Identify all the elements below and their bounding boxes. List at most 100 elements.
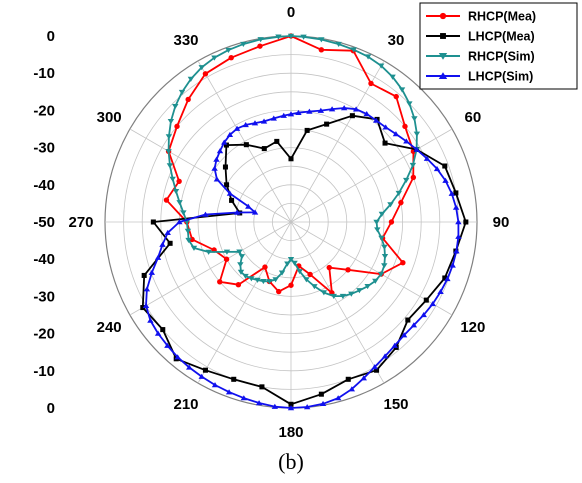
data-point (275, 34, 282, 40)
data-point (368, 80, 374, 87)
data-point (242, 121, 249, 128)
data-point (373, 219, 380, 225)
data-point (169, 176, 176, 182)
grid-spoke (290, 128, 453, 223)
data-point (205, 249, 212, 255)
data-point (266, 279, 273, 285)
data-point (410, 322, 418, 328)
legend-marker (438, 72, 448, 79)
data-point (364, 54, 372, 60)
data-point (164, 229, 171, 236)
data-point (262, 264, 268, 270)
data-point (288, 156, 294, 162)
data-point (363, 110, 370, 117)
data-point (402, 123, 408, 130)
data-point (202, 71, 209, 77)
data-point (317, 107, 325, 113)
data-point (348, 386, 356, 392)
data-point (280, 112, 287, 118)
data-point (237, 269, 245, 275)
radial-tick-label: 0 (47, 400, 55, 417)
radial-tick-label: -20 (33, 102, 55, 119)
data-point (184, 228, 192, 234)
data-point (163, 197, 170, 203)
data-point (295, 109, 302, 115)
data-point (411, 116, 418, 122)
legend-label: LHCP(Sim) (468, 70, 533, 84)
data-point (141, 272, 147, 278)
data-point (320, 290, 328, 296)
data-point (400, 332, 408, 338)
data-point (211, 165, 218, 171)
data-point (237, 262, 244, 268)
data-point (255, 400, 263, 406)
legend-label: RHCP(Mea) (468, 10, 536, 24)
data-point (270, 115, 277, 121)
data-point (202, 367, 208, 373)
data-point (235, 281, 242, 288)
data-point (307, 271, 313, 278)
radial-tick-label: -30 (33, 140, 55, 157)
data-point (198, 373, 205, 379)
data-point (223, 256, 230, 262)
data-point (271, 403, 279, 409)
data-point (381, 263, 388, 269)
data-point (142, 302, 150, 308)
grid-spoke (197, 60, 292, 223)
radial-tick-label: -10 (33, 363, 55, 380)
data-point (211, 55, 218, 61)
data-point (413, 146, 420, 152)
series-rhcp-mea (163, 33, 417, 296)
data-point (410, 174, 417, 181)
data-point (405, 317, 411, 323)
data-point (176, 200, 183, 206)
data-point (371, 364, 378, 370)
angle-tick-label: 90 (493, 214, 510, 231)
data-point (202, 211, 209, 217)
data-point (423, 155, 431, 161)
data-point (176, 219, 183, 225)
legend-marker (440, 33, 446, 39)
data-point (251, 209, 259, 215)
data-point (231, 376, 237, 382)
data-point (236, 249, 243, 255)
legend-marker (438, 53, 448, 60)
data-point (303, 277, 310, 283)
data-point (393, 93, 399, 100)
data-point (154, 330, 162, 336)
data-point (318, 47, 325, 53)
data-point (372, 278, 379, 284)
data-point (324, 121, 330, 127)
angle-axis-labels: 0 30 60 90 120 150 180 210 240 270 300 330 (68, 4, 509, 441)
data-point (391, 342, 398, 348)
data-point (348, 291, 355, 297)
data-point (147, 317, 154, 323)
angle-tick-label: 240 (97, 319, 122, 336)
data-point (356, 288, 363, 294)
radial-tick-label: -20 (33, 326, 55, 343)
radial-tick-label: -40 (33, 251, 55, 268)
data-point (287, 33, 295, 39)
data-point (172, 188, 180, 195)
data-point (187, 76, 195, 82)
data-point (190, 245, 198, 251)
data-point (452, 204, 460, 210)
data-point (378, 235, 385, 241)
legend-item: RHCP(Mea) (426, 10, 536, 24)
data-point (381, 253, 389, 260)
data-point (389, 74, 396, 80)
data-point (148, 269, 156, 275)
legend-item: LHCP(Sim) (426, 70, 533, 84)
data-point (328, 106, 336, 112)
data-point (272, 277, 279, 283)
data-point (395, 190, 402, 196)
data-point (165, 149, 172, 155)
grid-spoke (129, 221, 292, 316)
data-point (260, 118, 268, 124)
data-point (185, 237, 192, 243)
angle-tick-label: 180 (278, 424, 303, 441)
grid-spoke (290, 221, 385, 384)
data-point (444, 276, 451, 282)
data-point (334, 395, 342, 401)
data-point (287, 256, 295, 263)
